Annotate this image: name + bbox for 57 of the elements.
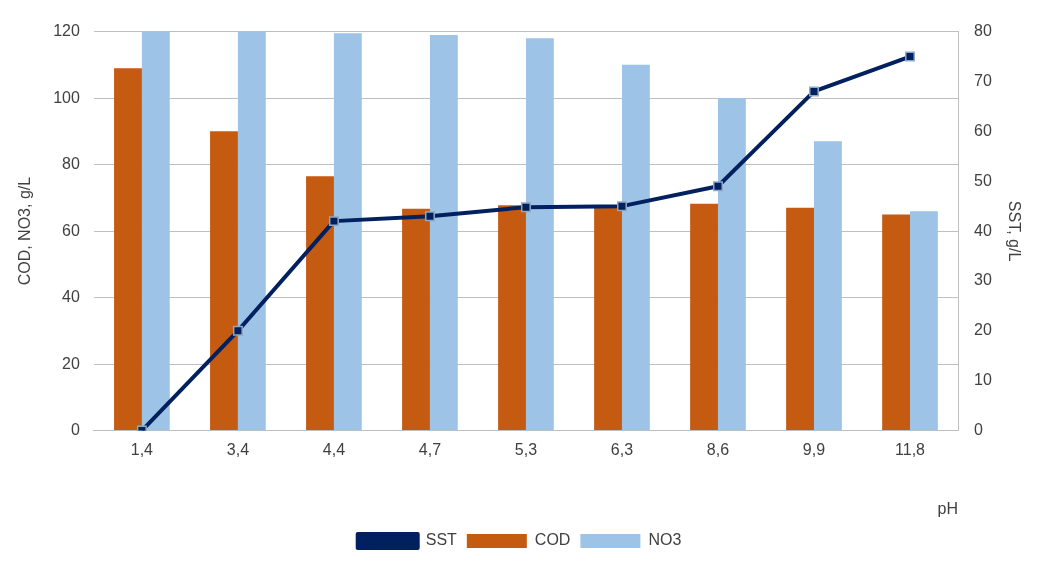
bar xyxy=(594,206,622,431)
x-tick-label: 4,4 xyxy=(322,440,346,458)
bar xyxy=(306,176,334,431)
y-tick-label: 80 xyxy=(62,155,80,173)
point xyxy=(616,201,627,212)
x-tick-label: 4,7 xyxy=(418,440,442,458)
y2-tick-label: 40 xyxy=(974,221,992,239)
point xyxy=(712,181,723,192)
y2-tick-label: 70 xyxy=(974,71,992,89)
y2-tick-label: 30 xyxy=(974,271,992,289)
bar xyxy=(114,68,142,431)
y-tick-label: 0 xyxy=(70,421,80,439)
bar xyxy=(237,31,266,431)
y-tick-label: 120 xyxy=(53,22,80,40)
point xyxy=(905,51,915,62)
bar xyxy=(882,214,910,431)
bar xyxy=(813,141,842,431)
point xyxy=(328,216,339,227)
point xyxy=(520,202,531,213)
bar xyxy=(621,64,650,431)
bar xyxy=(498,205,526,431)
point xyxy=(424,211,435,222)
y2-tick-label: 50 xyxy=(974,171,992,189)
y-axis-title: COD, NO3, g/L xyxy=(16,176,34,286)
y2-tick-label: 10 xyxy=(974,371,992,389)
x-tick-label: 1,4 xyxy=(130,440,154,458)
y2-axis-title: SST, g/L xyxy=(1005,200,1023,262)
x-tick-label: 9,9 xyxy=(802,440,826,458)
bar xyxy=(429,34,458,431)
y2-tick-label: 0 xyxy=(974,421,983,439)
bar xyxy=(717,98,746,431)
y-tick-label: 100 xyxy=(53,88,80,106)
point xyxy=(232,325,243,336)
x-tick-label: 6,3 xyxy=(610,440,634,458)
legend-label: SST xyxy=(425,531,458,549)
bar xyxy=(910,211,938,431)
y2-tick-label: 80 xyxy=(974,22,992,40)
point xyxy=(808,86,819,97)
y-tick-label: 60 xyxy=(62,221,80,239)
x-tick-label: 5,3 xyxy=(514,440,538,458)
y-tick-label: 40 xyxy=(62,288,80,306)
bar xyxy=(786,207,814,431)
x-tick-label: 8,6 xyxy=(706,440,730,458)
bar xyxy=(210,131,238,431)
y2-tick-label: 20 xyxy=(974,321,992,339)
x-tick-label: 3,4 xyxy=(226,440,250,458)
x-axis-title: pH xyxy=(937,499,958,517)
bar xyxy=(525,38,554,431)
x-tick-label: 11,8 xyxy=(895,440,926,458)
legend-label: NO3 xyxy=(648,531,682,549)
bar xyxy=(333,33,362,431)
legend-label: COD xyxy=(534,531,571,549)
bar xyxy=(402,208,430,431)
bar xyxy=(141,31,170,431)
y-tick-label: 20 xyxy=(62,354,80,372)
bar xyxy=(690,203,718,431)
y2-tick-label: 60 xyxy=(974,121,992,139)
